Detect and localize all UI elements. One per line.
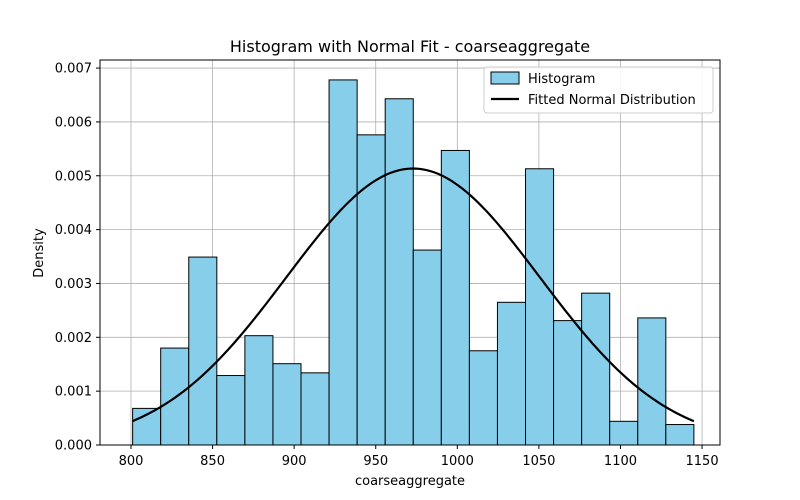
x-axis-label: coarseaggregate xyxy=(355,474,465,489)
histogram-bar xyxy=(440,149,470,446)
x-tick-label: 800 xyxy=(119,454,144,469)
y-tick-label: 0.000 xyxy=(55,439,92,454)
y-tick-label: 0.005 xyxy=(55,169,92,184)
x-tick-label: 900 xyxy=(282,454,307,469)
y-tick-label: 0.001 xyxy=(55,385,92,400)
x-axis-ticks: 800 850 900 950 1000 1050 1100 1150 xyxy=(119,445,719,469)
histogram-bar xyxy=(637,317,667,446)
histogram-bar xyxy=(553,320,583,446)
legend-histogram-swatch xyxy=(490,71,520,85)
histogram-bar xyxy=(300,372,330,446)
y-tick-label: 0.006 xyxy=(55,115,92,130)
x-tick-label: 950 xyxy=(363,454,388,469)
x-tick-label: 1100 xyxy=(604,454,637,469)
histogram-bar xyxy=(581,292,611,446)
histogram-bar xyxy=(665,424,695,446)
y-tick-label: 0.002 xyxy=(55,331,92,346)
y-axis-label: Density xyxy=(32,228,47,278)
x-tick-label: 850 xyxy=(200,454,225,469)
histogram-bar xyxy=(412,249,442,446)
histogram-bar xyxy=(188,256,218,446)
legend-box xyxy=(483,66,714,114)
histogram-bar xyxy=(609,420,639,446)
normal-curve-line xyxy=(132,167,695,423)
histogram-bar xyxy=(356,134,386,446)
y-tick-label: 0.004 xyxy=(55,223,92,238)
plot-area-frame xyxy=(99,59,721,446)
legend-normal-label: Fitted Normal Distribution xyxy=(528,93,696,108)
histogram-bar xyxy=(244,335,274,446)
histogram-bar xyxy=(384,98,414,446)
histogram-bar xyxy=(496,301,527,446)
y-tick-label: 0.007 xyxy=(55,62,92,77)
histogram-bar xyxy=(328,79,358,446)
histogram-bar xyxy=(468,350,498,446)
legend: Histogram Fitted Normal Distribution xyxy=(483,66,714,114)
histogram-bar xyxy=(216,375,246,446)
x-tick-label: 1050 xyxy=(522,454,555,469)
y-tick-label: 0.003 xyxy=(55,277,92,292)
legend-histogram-label: Histogram xyxy=(528,72,595,87)
y-axis-ticks: 0.000 0.001 0.002 0.003 0.004 0.005 0.006 0.007 xyxy=(55,62,100,454)
histogram-bar xyxy=(272,363,302,446)
histogram-bar xyxy=(525,168,555,446)
normal-curve-layer xyxy=(132,167,695,423)
chart-title: Histogram with Normal Fit - coarseaggreg… xyxy=(230,37,590,56)
x-tick-label: 1150 xyxy=(686,454,719,469)
x-tick-label: 1000 xyxy=(441,454,474,469)
histogram-bars xyxy=(132,79,695,446)
